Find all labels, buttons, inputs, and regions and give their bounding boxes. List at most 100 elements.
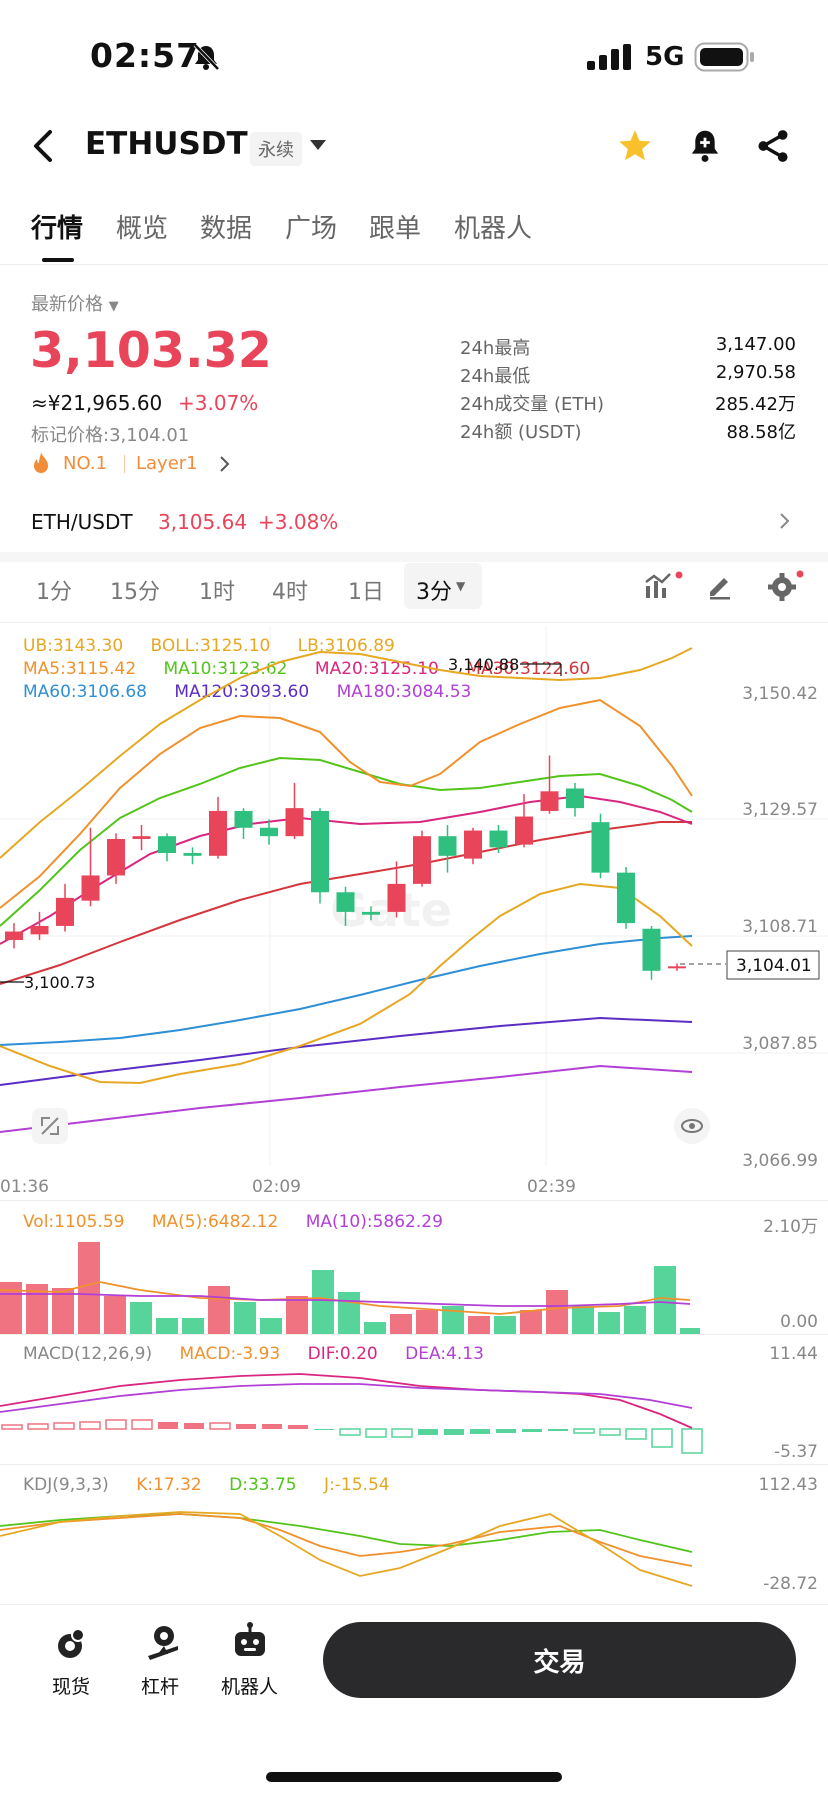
tab-square[interactable]: 广场 — [285, 214, 338, 244]
candle — [30, 911, 49, 940]
dif-line — [0, 1373, 693, 1429]
footer-leverage[interactable]: 杠杆 — [141, 1676, 180, 1698]
candle-body — [260, 827, 278, 837]
boll-lb-line — [0, 882, 693, 1085]
low-annotation-label: 3,100.73 — [24, 973, 95, 992]
robot-icon[interactable] — [232, 1622, 268, 1660]
back-icon[interactable] — [30, 128, 58, 164]
candle — [438, 824, 457, 873]
rank-badge: NO.1 — [63, 453, 108, 474]
ma5-line — [0, 698, 693, 909]
ma10-line — [0, 756, 693, 927]
candle — [311, 808, 329, 904]
j-line — [0, 1511, 693, 1587]
lb-value: LB:3106.89 — [297, 636, 395, 656]
current-price-marker: 3,104.01 — [680, 950, 820, 980]
boll-legend: UB:3143.30 BOLL:3125.10 LB:3106.89 — [23, 636, 395, 656]
boll-value: BOLL:3125.10 — [150, 636, 271, 656]
status-time: 02:57 — [90, 36, 201, 75]
stat-label-volume: 24h成交量 (ETH) — [460, 394, 604, 415]
candle — [209, 796, 227, 859]
cny-price: ≈¥21,965.60 — [31, 391, 163, 415]
alert-bell-icon[interactable] — [688, 128, 722, 164]
k-line — [0, 1513, 693, 1567]
candle-body — [5, 931, 23, 940]
footer-bot[interactable]: 机器人 — [221, 1676, 279, 1698]
dea-value: DEA:4.13 — [405, 1344, 484, 1364]
candlestick-chart[interactable]: Gate 3,140.88 3,100.73 3,104.01 — [0, 626, 828, 1166]
chevron-down-icon[interactable] — [310, 140, 326, 152]
interval-4h[interactable]: 4时 — [272, 580, 308, 605]
ma-legend-row2: MA60:3106.68 MA120:3093.60 MA180:3084.53 — [23, 682, 471, 702]
category-tag[interactable]: Layer1 — [136, 453, 198, 474]
main-axis-2: 3,108.71 — [742, 917, 818, 937]
vol-axis-bottom: 0.00 — [780, 1312, 818, 1332]
leverage-icon[interactable] — [144, 1624, 180, 1660]
candles — [5, 755, 686, 980]
symbol-title[interactable]: ETHUSDT — [85, 126, 248, 162]
tab-bot[interactable]: 机器人 — [454, 214, 533, 244]
kdj-legend: KDJ(9,3,3) K:17.32 D:33.75 J:-15.54 — [23, 1475, 390, 1495]
vol-ma5-line — [0, 1281, 691, 1315]
ma10-value: MA10:3123.62 — [163, 659, 288, 679]
indicator-icon[interactable] — [644, 570, 684, 602]
ma60-value: MA60:3106.68 — [23, 682, 147, 702]
interval-3m-selected[interactable]: 3分 ▼ — [404, 563, 482, 609]
tabs-divider — [0, 264, 828, 265]
expand-icon[interactable] — [32, 1108, 68, 1144]
macd-chart — [0, 1373, 703, 1454]
interval-caret-icon: ▼ — [456, 579, 466, 593]
interval-3m-label: 3分 — [416, 580, 452, 605]
candle-body — [158, 836, 176, 854]
candle-body — [362, 911, 380, 915]
interval-1m[interactable]: 1分 — [36, 580, 72, 605]
interval-1h[interactable]: 1时 — [199, 580, 235, 605]
candle-body — [30, 925, 49, 935]
high-annotation-label: 3,140.88 — [448, 655, 519, 674]
tab-underline — [42, 258, 74, 262]
spot-change: +3.08% — [258, 510, 339, 534]
candle — [489, 824, 508, 854]
current-price-label: 3,104.01 — [736, 956, 812, 976]
settings-gear-icon[interactable] — [766, 569, 806, 603]
interval-15m[interactable]: 15分 — [110, 580, 160, 605]
macd-legend: MACD(12,26,9) MACD:-3.93 DIF:0.20 DEA:4.… — [23, 1344, 484, 1364]
candle-body — [387, 883, 406, 912]
volume-chart — [0, 1242, 700, 1334]
candle-body — [132, 836, 151, 839]
last-price: 3,103.32 — [30, 322, 272, 379]
candle — [336, 886, 355, 926]
candle — [387, 861, 406, 918]
macd-divider — [0, 1464, 828, 1465]
eye-icon[interactable] — [674, 1108, 710, 1144]
tab-copy-trading[interactable]: 跟单 — [369, 214, 422, 244]
tab-overview[interactable]: 概览 — [116, 214, 169, 244]
price-label[interactable]: 最新价格 ▼ — [31, 290, 119, 316]
kdj-axis-bottom: -28.72 — [763, 1574, 818, 1594]
draw-icon[interactable] — [706, 572, 734, 600]
candle-body — [489, 830, 508, 848]
trade-button[interactable]: 交易 — [323, 1622, 796, 1698]
vol-divider — [0, 1334, 828, 1335]
home-indicator — [266, 1772, 562, 1782]
tab-data[interactable]: 数据 — [200, 214, 253, 244]
footer-spot[interactable]: 现货 — [52, 1676, 91, 1698]
time-axis-0: 01:36 — [0, 1177, 49, 1197]
tab-market[interactable]: 行情 — [31, 214, 84, 244]
spot-icon[interactable] — [56, 1626, 88, 1660]
interval-1d[interactable]: 1日 — [348, 580, 384, 605]
candle — [642, 925, 661, 980]
dea-line — [0, 1383, 693, 1413]
candle-body — [311, 810, 329, 893]
spot-divider — [0, 552, 828, 562]
candle — [515, 794, 533, 848]
star-icon[interactable] — [616, 128, 654, 164]
vol-ma10-value: MA(10):5862.29 — [305, 1212, 443, 1232]
candle — [464, 827, 482, 865]
ma180-line — [0, 1064, 693, 1133]
share-icon[interactable] — [756, 128, 790, 164]
chevron-right-icon[interactable] — [218, 455, 230, 473]
candle — [668, 963, 686, 971]
kdj-chart — [0, 1511, 693, 1587]
spot-row[interactable]: ETH/USDT 3,105.64 +3.08% — [0, 500, 828, 544]
